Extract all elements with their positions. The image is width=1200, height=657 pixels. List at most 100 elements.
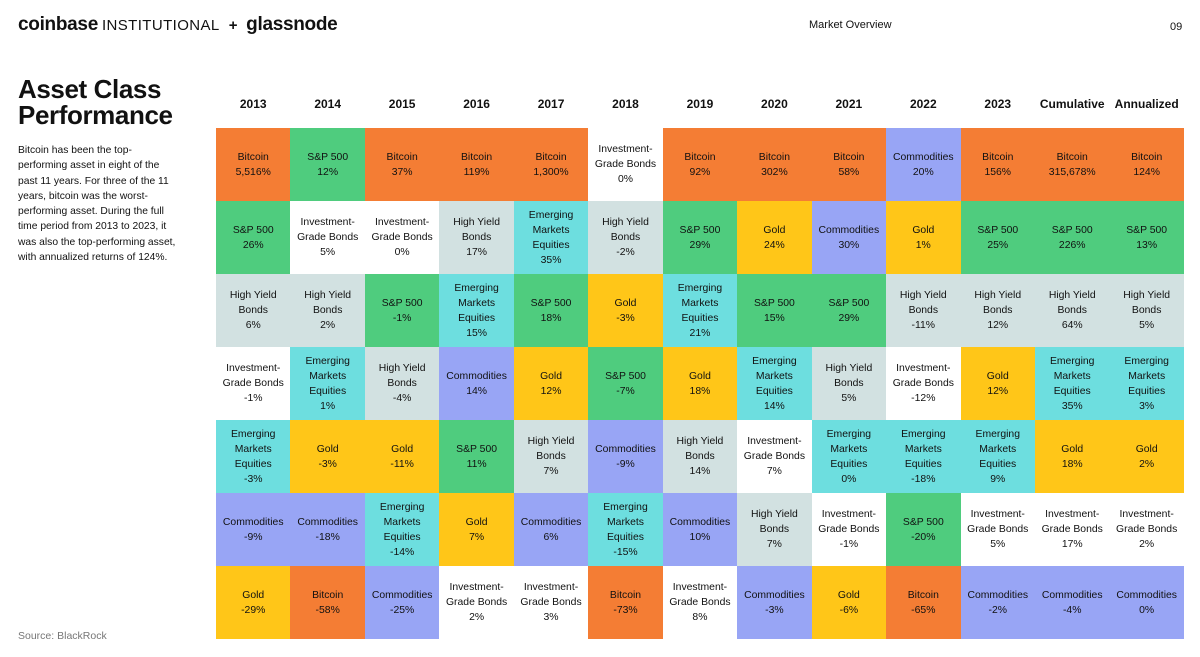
- asset-cell: Investment- Grade Bonds 0%: [364, 201, 440, 274]
- asset-label: Commodities: [1116, 589, 1177, 601]
- asset-cell: Gold 18%: [1034, 420, 1110, 493]
- return-value: 15%: [466, 327, 487, 339]
- asset-cell: Gold 7%: [439, 493, 514, 566]
- asset-label: Gold: [688, 370, 711, 382]
- table-column: Bitcoin 315,678% S&P 500 226% High Yield Bon…: [1034, 128, 1110, 639]
- title-line-2: Performance: [18, 100, 173, 130]
- asset-label: Commodities: [446, 370, 507, 382]
- return-value: -3%: [318, 458, 337, 470]
- asset-cell: High Yield Bonds 64%: [1034, 274, 1110, 347]
- asset-label: S&P 500: [1126, 224, 1168, 236]
- asset-cell: S&P 500 11%: [439, 420, 514, 493]
- return-value: 58%: [838, 166, 860, 178]
- return-value: -20%: [911, 531, 936, 543]
- return-value: -29%: [241, 604, 266, 616]
- asset-cell: S&P 500 29%: [662, 201, 738, 274]
- column-header: 2020: [761, 97, 788, 111]
- column-header: Cumulative: [1039, 97, 1105, 111]
- return-value: 12%: [987, 385, 1009, 397]
- asset-label: Bitcoin: [386, 151, 418, 163]
- asset-cell: High Yield Bonds -11%: [886, 274, 961, 347]
- asset-cell: Gold 24%: [737, 201, 812, 274]
- table-column: Bitcoin 5,516% S&P 500 26% High Yield Bonds 6…: [216, 128, 291, 639]
- return-value: -11%: [390, 458, 414, 470]
- table-column: Bitcoin 124% S&P 500 13% High Yield Bonds 5% E…: [1109, 128, 1184, 639]
- asset-label: High Yield Bonds: [974, 290, 1022, 316]
- asset-cell: High Yield Bonds 2%: [290, 274, 365, 347]
- asset-label: S&P 500: [232, 224, 274, 236]
- asset-label: Commodities: [818, 224, 880, 236]
- asset-label: Commodities: [967, 589, 1029, 601]
- asset-cell: High Yield Bonds 6%: [216, 274, 291, 347]
- asset-label: Commodities: [669, 516, 731, 528]
- asset-label: S&P 500: [307, 151, 349, 163]
- asset-cell: Emerging Markets Equities -14%: [364, 493, 440, 566]
- return-value: 29%: [689, 239, 711, 251]
- return-value: 12%: [317, 166, 339, 178]
- asset-cell: Commodities -3%: [737, 566, 812, 639]
- asset-cell: Investment- Grade Bonds -1%: [811, 493, 887, 566]
- return-value: 0%: [841, 473, 857, 485]
- asset-cell: Bitcoin 315,678%: [1034, 128, 1110, 201]
- column-header: 2023: [984, 97, 1012, 111]
- asset-cell: Gold -6%: [811, 566, 887, 639]
- table-column: Bitcoin 92% S&P 500 29% Emerging Markets Equ…: [662, 128, 738, 639]
- return-value: -18%: [911, 473, 936, 485]
- return-value: 18%: [1061, 458, 1083, 470]
- asset-label: Emerging Markets Equities: [975, 428, 1020, 470]
- asset-cell: Emerging Markets Equities 3%: [1109, 347, 1184, 420]
- asset-cell: Gold -29%: [216, 566, 291, 639]
- return-value: -11%: [911, 320, 936, 331]
- asset-label: S&P 500: [679, 224, 721, 236]
- asset-cell: S&P 500 15%: [737, 274, 812, 347]
- asset-label: Gold: [242, 589, 265, 601]
- asset-label: Bitcoin: [609, 589, 642, 601]
- asset-label: High Yield Bonds: [899, 290, 947, 316]
- return-value: -2%: [616, 247, 635, 258]
- performance-table: 2013 2014 2015 2016 2017 2018 2019 2020 2021 2022…: [216, 92, 1184, 639]
- asset-label: High Yield Bonds: [378, 363, 426, 389]
- return-value: 0%: [617, 174, 633, 185]
- asset-cell: S&P 500 226%: [1034, 201, 1110, 274]
- asset-label: Commodities: [297, 516, 358, 528]
- asset-label: S&P 500: [605, 370, 646, 382]
- column-header: 2018: [612, 97, 639, 111]
- column-header: Annualized: [1114, 97, 1179, 111]
- asset-cell: Emerging Markets Equities 9%: [960, 420, 1035, 493]
- asset-label: Commodities: [892, 151, 954, 163]
- asset-label: High Yield Bonds: [751, 509, 798, 535]
- return-value: 6%: [543, 531, 559, 543]
- asset-cell: Investment- Grade Bonds 0%: [588, 128, 663, 201]
- return-value: 92%: [689, 166, 711, 178]
- return-value: -9%: [616, 458, 635, 470]
- asset-label: High Yield Bonds: [453, 217, 500, 243]
- asset-cell: S&P 500 -1%: [364, 274, 440, 347]
- return-value: 20%: [912, 166, 934, 178]
- asset-label: Gold: [837, 589, 860, 601]
- description-text: Bitcoin has been the top-performing asse…: [18, 145, 176, 264]
- asset-label: Gold: [465, 516, 488, 528]
- asset-cell: Gold 12%: [960, 347, 1035, 420]
- return-value: 1,300%: [533, 166, 569, 178]
- asset-label: Investment- Grade Bonds: [520, 582, 582, 608]
- asset-cell: Investment- Grade Bonds -1%: [216, 347, 291, 420]
- asset-label: Emerging Markets Equities: [379, 501, 425, 543]
- column-header: 2013: [239, 97, 267, 111]
- asset-cell: Commodities 20%: [886, 128, 961, 201]
- return-value: -9%: [243, 531, 263, 543]
- return-value: -15%: [613, 546, 638, 558]
- asset-label: Gold: [540, 370, 563, 382]
- asset-cell: Investment- Grade Bonds 2%: [439, 566, 514, 639]
- asset-label: Investment- Grade Bonds: [297, 217, 359, 243]
- asset-cell: Bitcoin 37%: [364, 128, 440, 201]
- asset-cell: S&P 500 29%: [811, 274, 887, 347]
- asset-label: Emerging Markets Equities: [230, 428, 276, 470]
- return-value: 29%: [838, 312, 860, 324]
- return-value: -6%: [839, 604, 859, 616]
- asset-cell: Investment- Grade Bonds 3%: [513, 566, 589, 639]
- return-value: 14%: [466, 385, 487, 397]
- return-value: 64%: [1061, 320, 1083, 331]
- asset-label: Commodities: [595, 443, 656, 455]
- asset-cell: Gold 2%: [1109, 420, 1184, 493]
- return-value: 156%: [984, 166, 1012, 178]
